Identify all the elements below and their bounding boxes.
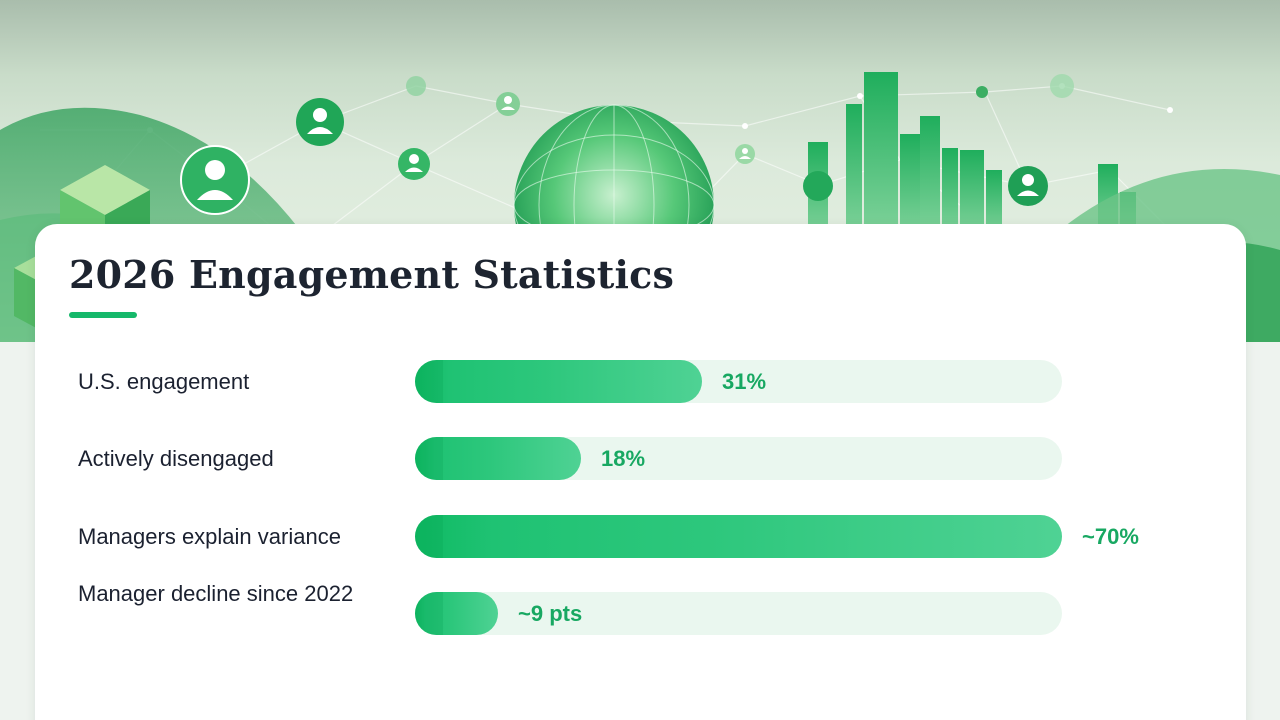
bar-track: [415, 592, 1062, 635]
bar-value-label: ~70%: [1082, 524, 1139, 549]
statistics-card: 2026 Engagement Statistics U.S. engageme…: [35, 224, 1246, 720]
bar-category-label: Actively disengaged: [78, 446, 274, 471]
bar-fill: [415, 515, 1062, 558]
bar-category-label: Managers explain variance: [78, 524, 341, 549]
bar-track: [415, 360, 1062, 403]
bar-fill: [415, 360, 702, 403]
user-icon: [296, 98, 344, 146]
page-title: 2026 Engagement Statistics: [69, 252, 675, 297]
bar-value-label: ~9 pts: [518, 601, 583, 626]
bar-value-label: 18%: [601, 446, 646, 471]
bar-value-label: 31%: [722, 369, 767, 394]
bar-fill: [415, 592, 498, 635]
bar-track: [415, 437, 1062, 480]
title-underline: [69, 312, 137, 318]
bar-track: [415, 515, 1062, 558]
bar-fill: [415, 437, 581, 480]
bar-category-label: Manager decline since 2022: [78, 581, 354, 606]
bar-category-label: U.S. engagement: [78, 369, 250, 394]
